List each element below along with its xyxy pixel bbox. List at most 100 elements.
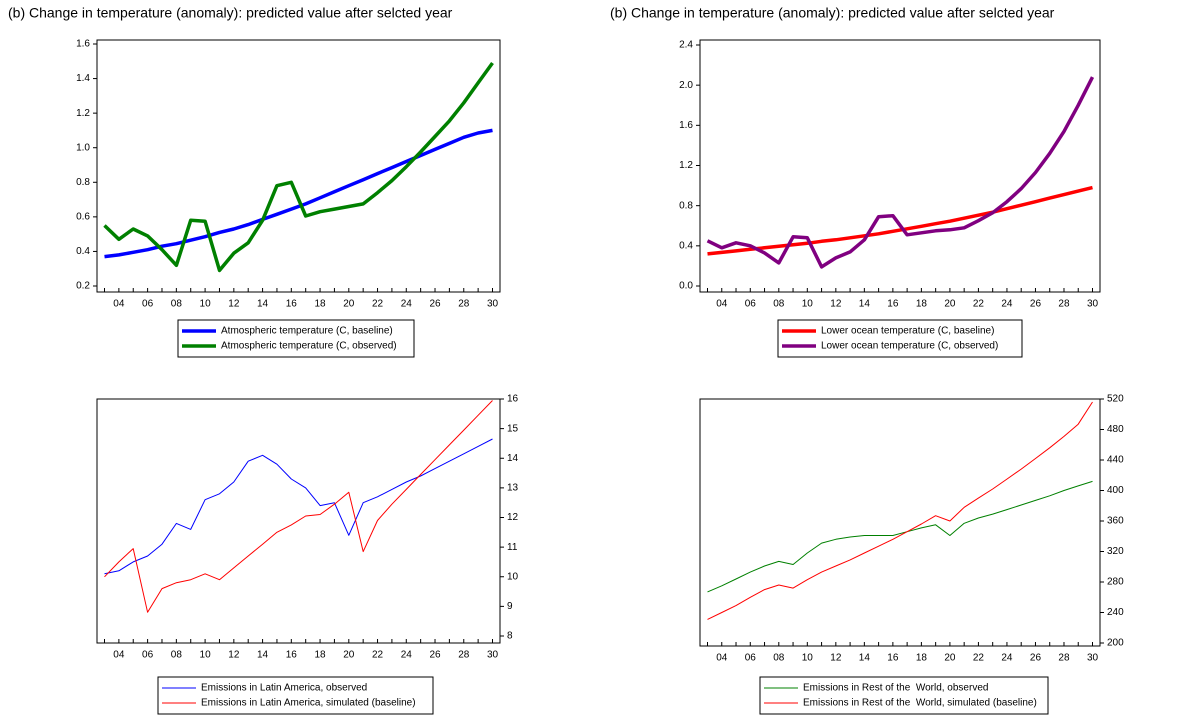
y-tick-label: 2.4 bbox=[679, 40, 693, 51]
y-tick-label: 0.8 bbox=[76, 177, 90, 188]
x-tick-label: 26 bbox=[429, 650, 441, 661]
y-tick-label: 0.4 bbox=[76, 246, 90, 257]
x-tick-label: 06 bbox=[745, 299, 757, 310]
y-tick-label: 0.2 bbox=[76, 281, 90, 292]
plot-frame bbox=[96, 398, 501, 644]
data-line bbox=[706, 76, 1095, 269]
x-tick-label: 14 bbox=[257, 299, 269, 310]
x-tick-label: 12 bbox=[228, 299, 240, 310]
x-tick-label: 10 bbox=[200, 650, 212, 661]
y-tick-label: 8 bbox=[507, 631, 513, 642]
x-tick-label: 24 bbox=[401, 650, 413, 661]
legend-label: Emissions in Rest of the World, simulate… bbox=[803, 698, 1037, 709]
legend-label: Atmospheric temperature (C, baseline) bbox=[221, 326, 393, 337]
x-tick-label: 06 bbox=[142, 299, 154, 310]
y-tick-label: 13 bbox=[507, 483, 519, 494]
y-tick-label: 360 bbox=[1107, 516, 1124, 527]
y-tick-label: 440 bbox=[1107, 455, 1124, 466]
y-tick-label: 1.6 bbox=[679, 120, 693, 131]
x-tick-label: 18 bbox=[314, 650, 326, 661]
legend-label: Emissions in Latin America, observed bbox=[201, 683, 367, 694]
x-tick-label: 22 bbox=[973, 653, 985, 664]
chart-title: (b) Change in temperature (anomaly): pre… bbox=[8, 5, 453, 21]
y-tick-label: 1.2 bbox=[679, 160, 693, 171]
plot-frame bbox=[699, 398, 1101, 647]
x-tick-label: 28 bbox=[458, 299, 470, 310]
x-tick-label: 14 bbox=[859, 299, 871, 310]
legend-label: Atmospheric temperature (C, observed) bbox=[221, 341, 397, 352]
x-tick-label: 22 bbox=[973, 299, 985, 310]
x-tick-label: 20 bbox=[343, 650, 355, 661]
x-tick-label: 28 bbox=[1058, 653, 1070, 664]
y-tick-label: 520 bbox=[1107, 394, 1124, 405]
x-tick-label: 28 bbox=[1058, 299, 1070, 310]
y-tick-label: 1.6 bbox=[76, 39, 90, 50]
x-tick-label: 18 bbox=[916, 299, 928, 310]
data-line bbox=[707, 185, 1093, 256]
data-line bbox=[103, 61, 494, 273]
legend-label: Emissions in Latin America, simulated (b… bbox=[201, 698, 416, 709]
x-tick-label: 30 bbox=[487, 299, 499, 310]
x-tick-label: 08 bbox=[773, 653, 785, 664]
x-tick-label: 18 bbox=[314, 299, 326, 310]
x-tick-label: 24 bbox=[401, 299, 413, 310]
y-tick-label: 0.4 bbox=[679, 240, 693, 251]
x-tick-label: 16 bbox=[887, 299, 899, 310]
legend-box bbox=[177, 319, 415, 358]
legend-box bbox=[157, 676, 434, 715]
x-tick-label: 26 bbox=[429, 299, 441, 310]
x-tick-label: 24 bbox=[1001, 653, 1013, 664]
plot-frame bbox=[96, 39, 501, 293]
x-tick-label: 04 bbox=[113, 299, 125, 310]
y-tick-label: 320 bbox=[1107, 546, 1124, 557]
x-tick-label: 20 bbox=[944, 299, 956, 310]
y-tick-label: 280 bbox=[1107, 577, 1124, 588]
x-tick-label: 30 bbox=[1087, 653, 1099, 664]
y-tick-label: 0.6 bbox=[76, 211, 90, 222]
y-tick-label: 0.0 bbox=[679, 281, 693, 292]
y-tick-label: 480 bbox=[1107, 424, 1124, 435]
x-tick-label: 14 bbox=[257, 650, 269, 661]
data-line bbox=[707, 401, 1093, 620]
y-tick-label: 400 bbox=[1107, 485, 1124, 496]
x-tick-label: 10 bbox=[802, 653, 814, 664]
y-tick-label: 10 bbox=[507, 571, 519, 582]
x-tick-label: 26 bbox=[1030, 653, 1042, 664]
y-tick-label: 11 bbox=[507, 542, 518, 553]
x-tick-label: 20 bbox=[944, 653, 956, 664]
x-tick-label: 28 bbox=[458, 650, 470, 661]
x-tick-label: 12 bbox=[830, 299, 842, 310]
x-tick-label: 08 bbox=[773, 299, 785, 310]
y-tick-label: 1.4 bbox=[76, 73, 90, 84]
x-tick-label: 14 bbox=[859, 653, 871, 664]
x-tick-label: 26 bbox=[1030, 299, 1042, 310]
x-tick-label: 22 bbox=[372, 299, 384, 310]
y-tick-label: 0.8 bbox=[679, 200, 693, 211]
x-tick-label: 18 bbox=[916, 653, 928, 664]
x-tick-label: 06 bbox=[745, 653, 757, 664]
x-tick-label: 22 bbox=[372, 650, 384, 661]
x-tick-label: 06 bbox=[142, 650, 154, 661]
x-tick-label: 24 bbox=[1001, 299, 1013, 310]
x-tick-label: 12 bbox=[228, 650, 240, 661]
x-tick-label: 20 bbox=[343, 299, 355, 310]
legend-label: Lower ocean temperature (C, observed) bbox=[821, 341, 998, 352]
y-tick-label: 240 bbox=[1107, 607, 1124, 618]
y-tick-label: 14 bbox=[507, 453, 519, 464]
chart-title: (b) Change in temperature (anomaly): pre… bbox=[610, 5, 1055, 21]
data-line bbox=[104, 400, 493, 613]
y-tick-label: 9 bbox=[507, 601, 513, 612]
y-tick-label: 12 bbox=[507, 512, 519, 523]
x-tick-label: 16 bbox=[887, 653, 899, 664]
legend-label: Lower ocean temperature (C, baseline) bbox=[821, 326, 994, 337]
data-line bbox=[104, 438, 493, 575]
x-tick-label: 10 bbox=[200, 299, 212, 310]
x-tick-label: 08 bbox=[171, 650, 183, 661]
x-tick-label: 08 bbox=[171, 299, 183, 310]
legend-label: Emissions in Rest of the World, observed bbox=[803, 683, 988, 694]
x-tick-label: 04 bbox=[716, 653, 728, 664]
y-tick-label: 16 bbox=[507, 394, 519, 405]
y-tick-label: 15 bbox=[507, 423, 519, 434]
y-tick-label: 2.0 bbox=[679, 80, 693, 91]
